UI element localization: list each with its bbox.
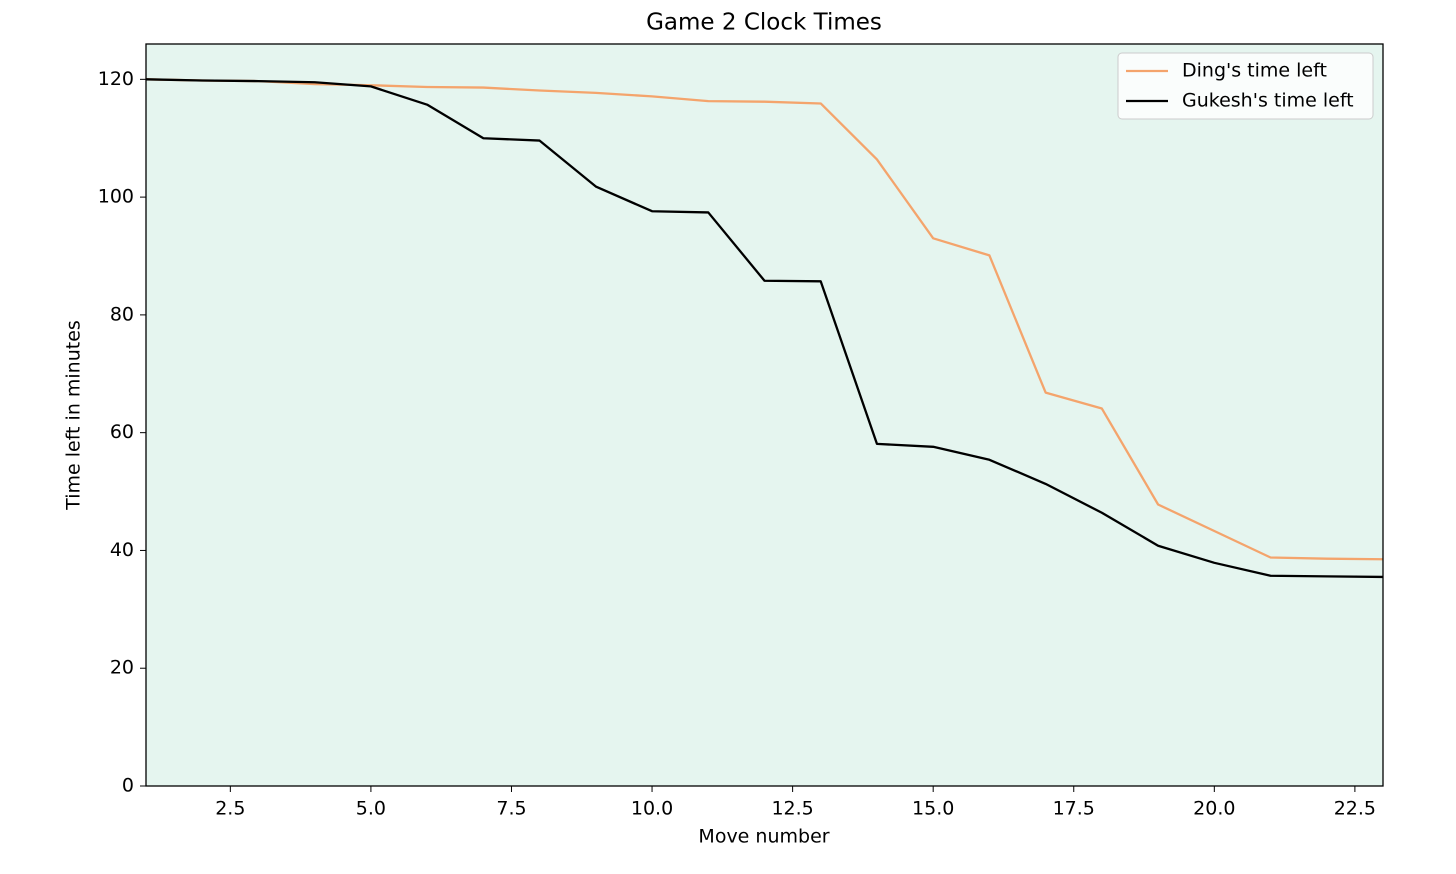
y-tick-label: 60 <box>110 421 134 443</box>
y-tick-label: 120 <box>98 68 134 90</box>
x-tick-label: 17.5 <box>1053 798 1095 820</box>
x-tick-label: 15.0 <box>912 798 954 820</box>
legend-label: Gukesh's time left <box>1182 90 1354 112</box>
x-tick-label: 5.0 <box>356 798 386 820</box>
y-tick-label: 40 <box>110 539 134 561</box>
x-tick-label: 10.0 <box>631 798 673 820</box>
legend-box <box>1117 52 1374 120</box>
x-tick-label: 2.5 <box>215 798 245 820</box>
x-tick-label: 12.5 <box>771 798 813 820</box>
legend-label: Ding's time left <box>1182 60 1327 82</box>
x-tick-label: 22.5 <box>1334 798 1376 820</box>
x-tick-label: 7.5 <box>496 798 526 820</box>
x-axis-label: Move number <box>698 826 829 848</box>
y-axis-label: Time left in minutes <box>63 320 85 511</box>
y-tick-label: 20 <box>110 657 134 679</box>
x-tick-label: 20.0 <box>1193 798 1235 820</box>
y-tick-label: 0 <box>122 775 134 797</box>
plot-frame <box>145 43 1384 787</box>
chart-title: Game 2 Clock Times <box>646 10 882 36</box>
series-line <box>145 78 1384 579</box>
y-tick-label: 100 <box>98 186 134 208</box>
plot-background <box>146 44 1383 786</box>
y-tick-label: 80 <box>110 303 134 325</box>
